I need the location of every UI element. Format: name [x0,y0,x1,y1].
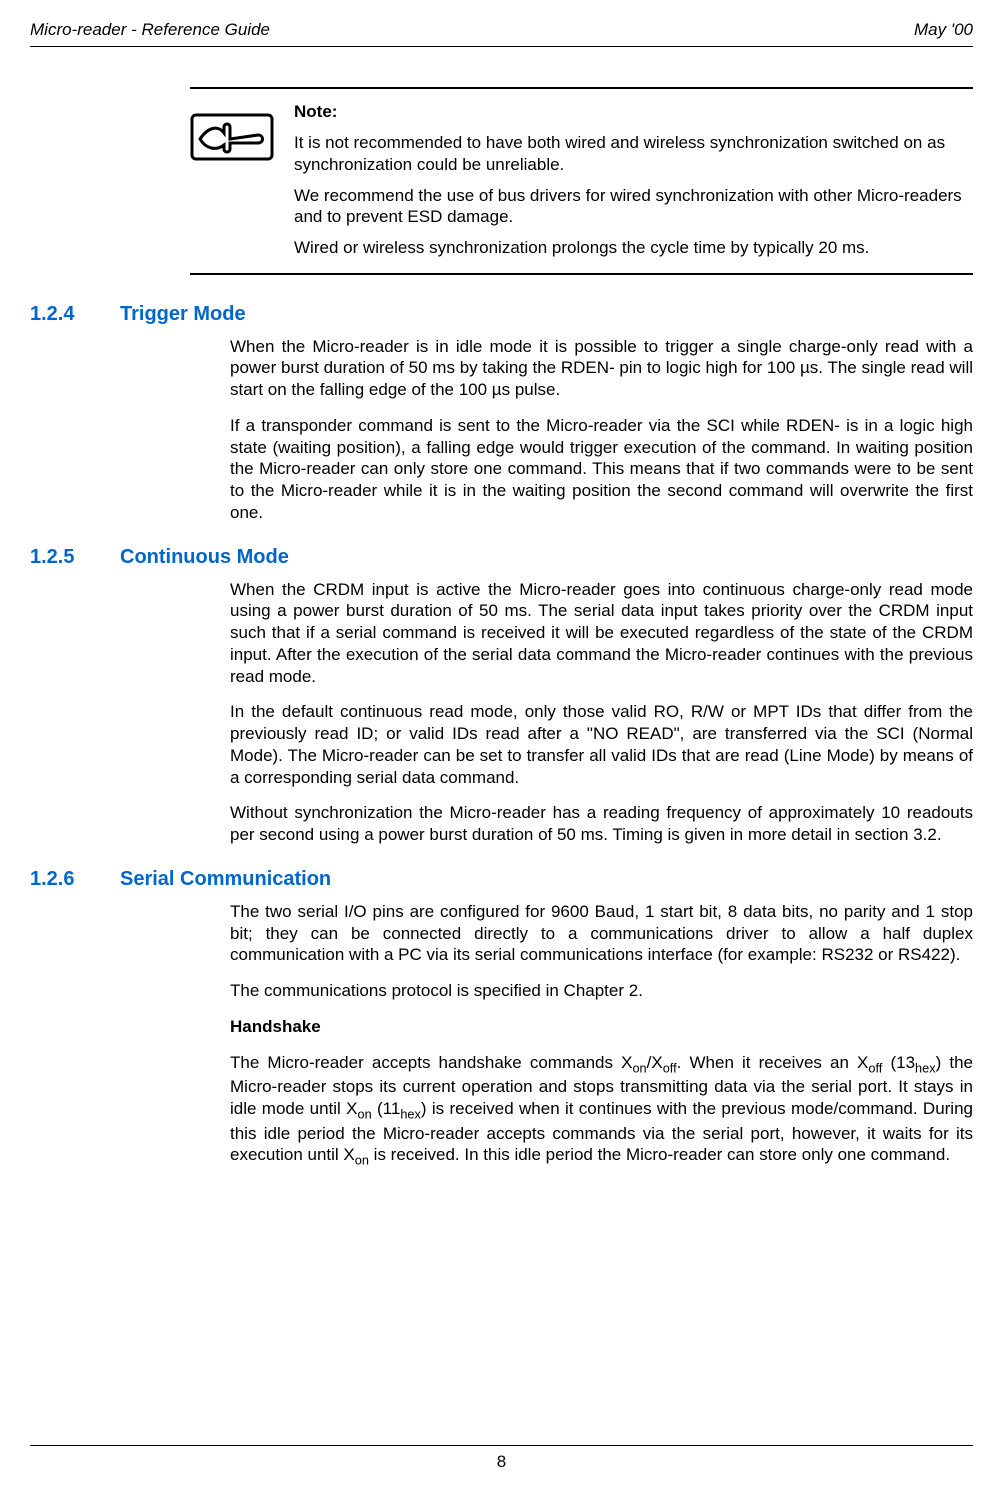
header-left: Micro-reader - Reference Guide [30,20,270,40]
section-1-2-6-body: The two serial I/O pins are configured f… [230,901,973,1169]
section-num: 1.2.5 [30,546,90,569]
section-1-2-4-body: When the Micro-reader is in idle mode it… [230,336,973,524]
section-title: Trigger Mode [120,303,246,326]
para: If a transponder command is sent to the … [230,415,973,524]
section-title: Serial Communication [120,868,331,891]
note-p2: We recommend the use of bus drivers for … [294,185,973,228]
handshake-heading: Handshake [230,1016,973,1038]
para: The communications protocol is specified… [230,980,973,1002]
section-1-2-5-head: 1.2.5 Continuous Mode [30,546,973,569]
para: When the Micro-reader is in idle mode it… [230,336,973,401]
section-1-2-6-head: 1.2.6 Serial Communication [30,868,973,891]
para: In the default continuous read mode, onl… [230,701,973,788]
note-p1: It is not recommended to have both wired… [294,132,973,175]
note-inner: Note: It is not recommended to have both… [190,101,973,259]
para: When the CRDM input is active the Micro-… [230,579,973,688]
section-1-2-4-head: 1.2.4 Trigger Mode [30,303,973,326]
footer-divider [30,1445,973,1446]
note-box: Note: It is not recommended to have both… [190,87,973,275]
para-handshake: The Micro-reader accepts handshake comma… [230,1052,973,1170]
note-p3: Wired or wireless synchronization prolon… [294,237,973,258]
page-header: Micro-reader - Reference Guide May '00 [30,20,973,47]
section-num: 1.2.4 [30,303,90,326]
page-number: 8 [497,1452,506,1471]
para: The two serial I/O pins are configured f… [230,901,973,966]
section-title: Continuous Mode [120,546,289,569]
page-footer: 8 [30,1445,973,1472]
section-1-2-5-body: When the CRDM input is active the Micro-… [230,579,973,846]
para: Without synchronization the Micro-reader… [230,802,973,846]
header-right: May '00 [914,20,973,40]
note-text: Note: It is not recommended to have both… [294,101,973,259]
pointing-hand-icon [190,101,274,174]
section-num: 1.2.6 [30,868,90,891]
note-label: Note: [294,102,337,121]
page: Micro-reader - Reference Guide May '00 N… [0,0,1003,1492]
